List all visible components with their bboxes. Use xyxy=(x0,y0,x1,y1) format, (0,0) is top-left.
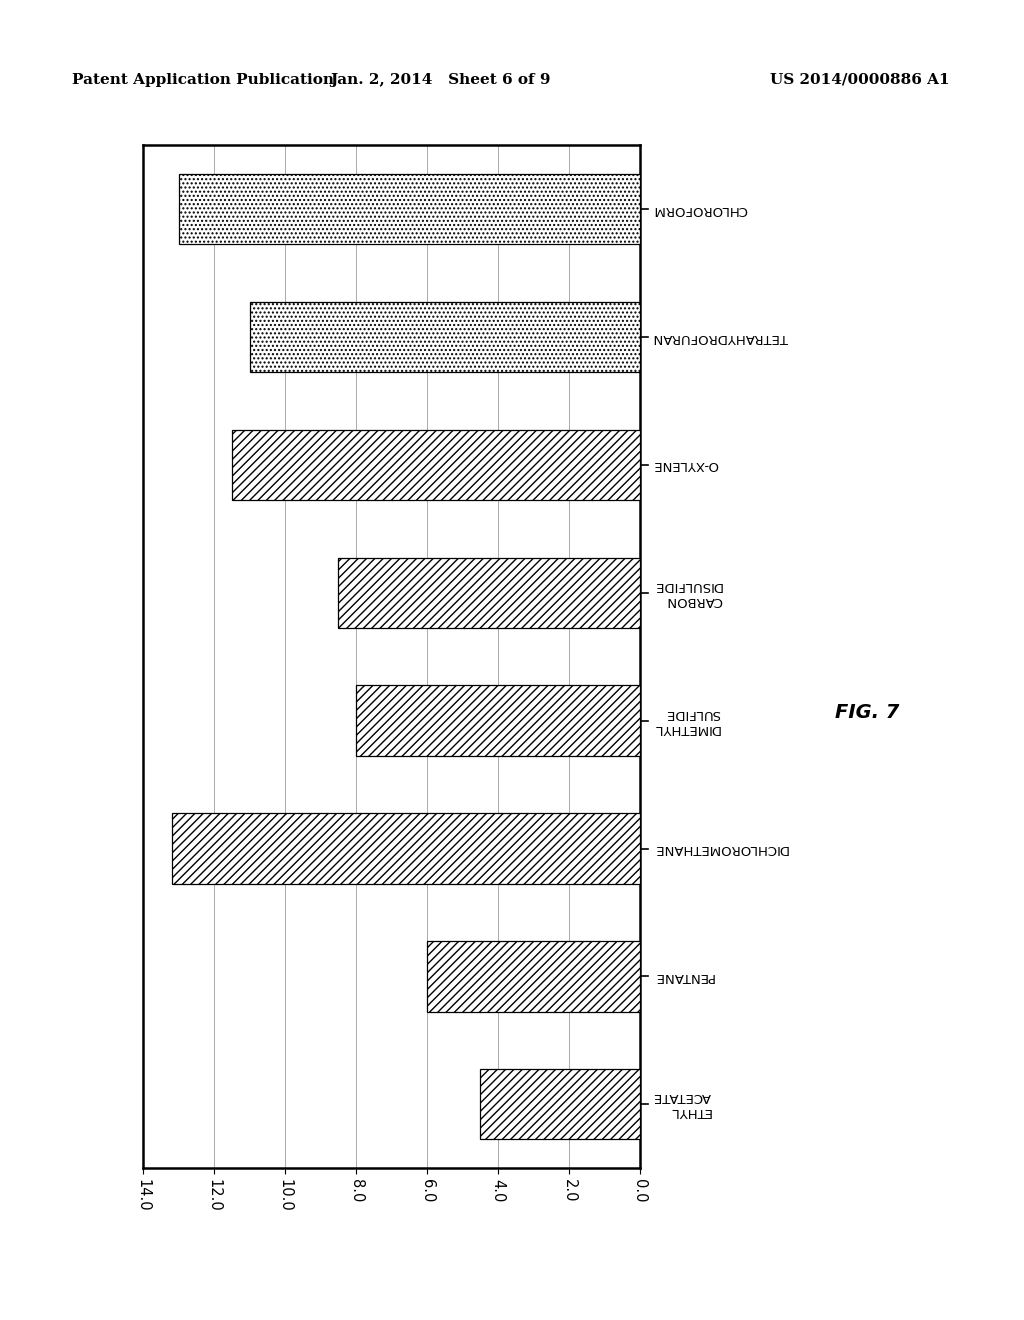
Text: DIMETHYL
SULFIDE: DIMETHYL SULFIDE xyxy=(653,706,720,735)
Text: CHLOROFORM: CHLOROFORM xyxy=(653,203,748,215)
Bar xyxy=(480,1069,640,1139)
Bar xyxy=(232,430,640,500)
Text: Jan. 2, 2014   Sheet 6 of 9: Jan. 2, 2014 Sheet 6 of 9 xyxy=(330,73,551,87)
Bar xyxy=(179,174,640,244)
Bar xyxy=(250,302,640,372)
Bar xyxy=(339,557,640,628)
Bar xyxy=(172,813,640,883)
Text: ETHYL
ACETATE: ETHYL ACETATE xyxy=(653,1090,711,1118)
Text: TETRAHYDROFURAN: TETRAHYDROFURAN xyxy=(653,330,787,343)
Bar xyxy=(356,685,640,756)
Text: PENTANE: PENTANE xyxy=(653,970,714,983)
Bar xyxy=(427,941,640,1011)
Text: O-XYLENE: O-XYLENE xyxy=(653,458,719,471)
Text: FIG. 7: FIG. 7 xyxy=(835,704,899,722)
Text: DICHLOROMETHANE: DICHLOROMETHANE xyxy=(653,842,787,855)
Text: Patent Application Publication: Patent Application Publication xyxy=(72,73,334,87)
Text: US 2014/0000886 A1: US 2014/0000886 A1 xyxy=(770,73,950,87)
Text: CARBON
DISULFIDE: CARBON DISULFIDE xyxy=(653,578,722,607)
